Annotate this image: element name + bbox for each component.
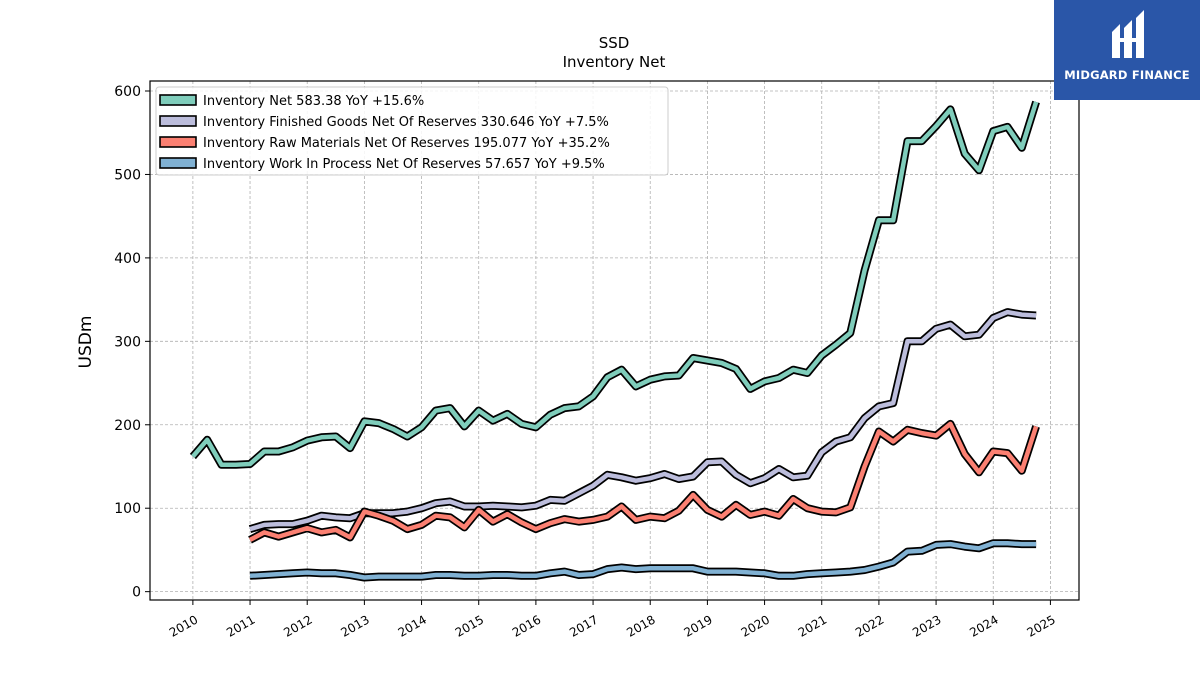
- logo: MIDGARD FINANCE: [1054, 0, 1200, 100]
- series-1: [189, 100, 1040, 469]
- series-line: [249, 541, 1037, 580]
- x-tick-label: 2025: [1024, 612, 1057, 639]
- y-axis-label: USDm: [76, 316, 96, 369]
- y-tick-label: 400: [114, 251, 141, 267]
- x-tick-label: 2010: [167, 612, 200, 639]
- x-tick-label: 2014: [396, 612, 429, 639]
- legend-swatch: [159, 94, 197, 106]
- logo-text: MIDGARD FINANCE: [1064, 68, 1190, 82]
- y-axis: 0 100 200 300 400 500 600: [114, 84, 150, 601]
- legend-swatch: [159, 115, 197, 127]
- x-tick-label: 2018: [624, 612, 657, 639]
- x-tick-label: 2015: [453, 612, 486, 639]
- x-tick-label: 2012: [281, 612, 314, 639]
- y-tick-label: 0: [132, 585, 141, 601]
- x-tick-label: 2016: [510, 612, 543, 639]
- x-tick-label: 2022: [853, 612, 886, 639]
- legend-swatch: [159, 136, 197, 148]
- legend-box: [155, 86, 669, 176]
- series-layer: [189, 100, 1040, 582]
- legend-swatch: [159, 157, 197, 169]
- y-tick-label: 100: [114, 501, 141, 517]
- series-line-outline: [249, 539, 1037, 582]
- legend-label: Inventory Work In Process Net Of Reserve…: [203, 157, 605, 172]
- x-tick-label: 2024: [967, 612, 1000, 639]
- chart-title: SSD: [599, 34, 630, 52]
- y-tick-label: 500: [114, 167, 141, 183]
- chart-subtitle: Inventory Net: [563, 53, 666, 71]
- x-tick-label: 2021: [796, 612, 829, 639]
- series-line: [191, 101, 1039, 468]
- legend-label: Inventory Raw Materials Net Of Reserves …: [203, 136, 610, 151]
- x-tick-label: 2017: [567, 612, 600, 639]
- y-tick-label: 600: [114, 84, 141, 100]
- midgard-logo-mark: [1112, 10, 1144, 58]
- y-tick-label: 200: [114, 418, 141, 434]
- legend: Inventory Net 583.38 YoY +15.6% Inventory…: [155, 86, 669, 176]
- x-tick-label: 2011: [224, 612, 257, 639]
- x-axis: 2010 2011 2012 2013 2014 2015 2016 2017 2018 2019…: [167, 600, 1058, 640]
- series-3: [248, 419, 1040, 544]
- plot-frame: [149, 80, 1080, 601]
- x-tick-label: 2020: [739, 612, 772, 639]
- x-tick-label: 2013: [338, 612, 371, 639]
- series-4: [249, 539, 1037, 582]
- x-tick-label: 2023: [910, 612, 943, 639]
- series-line: [248, 421, 1039, 542]
- y-tick-label: 300: [114, 334, 141, 350]
- legend-label: Inventory Net 583.38 YoY +15.6%: [203, 94, 424, 109]
- legend-label: Inventory Finished Goods Net Of Reserves…: [203, 115, 609, 130]
- x-tick-label: 2019: [681, 612, 714, 639]
